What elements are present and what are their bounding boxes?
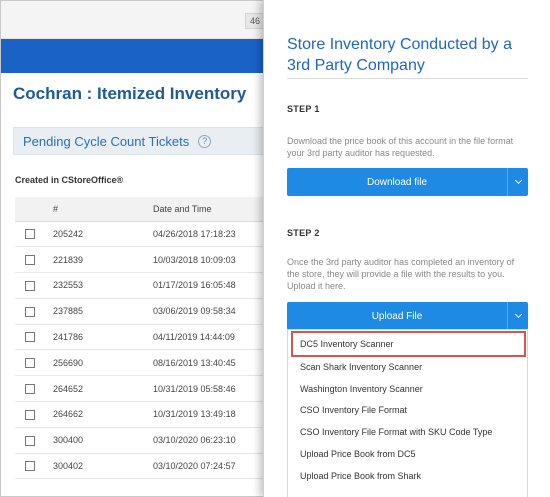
chevron-down-icon	[514, 310, 522, 319]
row-checkbox[interactable]	[25, 461, 35, 472]
ticket-datetime: 08/16/2019 13:40:45	[153, 349, 275, 377]
table-row[interactable]: 300402 03/10/2020 07:24:57	[15, 453, 275, 480]
ticket-datetime: 10/03/2018 10:09:03	[153, 246, 275, 274]
question-circle-icon[interactable]: ?	[198, 134, 212, 148]
ticket-number: 237885	[53, 298, 153, 325]
row-checkbox[interactable]	[25, 229, 35, 240]
ticket-datetime: 01/17/2019 16:05:48	[153, 272, 275, 299]
table-row[interactable]: 237885 03/06/2019 09:58:34	[15, 298, 275, 325]
menu-item-price-book-dc5[interactable]: Upload Price Book from DC5	[300, 449, 416, 460]
ticket-datetime: 04/26/2018 17:18:23	[153, 221, 275, 248]
created-in-label: Created in CStoreOffice®	[15, 175, 124, 185]
step2-label: STEP 2	[287, 228, 320, 238]
menu-item-washington[interactable]: Washington Inventory Scanner	[300, 383, 423, 394]
chevron-down-icon	[514, 176, 522, 185]
upload-format-menu: DC5 Inventory Scanner Scan Shark Invento…	[287, 329, 528, 497]
upload-format-toggle[interactable]	[507, 302, 528, 330]
pending-cycle-count-tab[interactable]: Pending Cycle Count Tickets ?	[13, 127, 283, 155]
step1-description: Download the price book of this account …	[287, 136, 514, 158]
table-row[interactable]: 300400 03/10/2020 06:23:10	[15, 427, 275, 454]
ticket-datetime: 03/10/2020 07:24:57	[153, 453, 275, 480]
ticket-number: 221839	[53, 246, 153, 274]
row-checkbox[interactable]	[25, 358, 35, 369]
row-checkbox[interactable]	[25, 306, 35, 317]
ticket-datetime: 03/06/2019 09:58:34	[153, 298, 275, 325]
ticket-datetime: 10/31/2019 13:49:18	[153, 401, 275, 428]
ticket-number: 300400	[53, 427, 153, 454]
ticket-number: 256690	[53, 349, 153, 377]
row-checkbox[interactable]	[25, 280, 35, 291]
download-file-split-button: Download file	[287, 168, 528, 196]
third-party-inventory-panel: Store Inventory Conducted by a 3rd Party…	[263, 0, 550, 497]
panel-title: Store Inventory Conducted by a 3rd Party…	[287, 36, 513, 74]
ticket-number: 241786	[53, 324, 153, 351]
table-row[interactable]: 232553 01/17/2019 16:05:48	[15, 272, 275, 299]
table-header-row: # Date and Time	[15, 197, 275, 222]
download-file-button[interactable]: Download file	[366, 176, 428, 188]
table-row[interactable]: 256690 08/16/2019 13:40:45	[15, 349, 275, 377]
ticket-number: 232553	[53, 272, 153, 299]
ticket-number: 264652	[53, 375, 153, 403]
row-checkbox[interactable]	[25, 332, 35, 343]
tickets-table: # Date and Time 205242 04/26/2018 17:18:…	[15, 197, 275, 480]
menu-item-cso-format[interactable]: CSO Inventory File Format	[300, 405, 408, 416]
ticket-number: 300402	[53, 453, 153, 480]
header-datetime: Date and Time	[153, 197, 275, 222]
page-title: Cochran : Itemized Inventory	[13, 84, 247, 103]
header-number: #	[53, 197, 153, 222]
table-row[interactable]: 264652 10/31/2019 05:58:46	[15, 375, 275, 403]
ticket-number: 205242	[53, 221, 153, 248]
step2-description: Once the 3rd party auditor has completed…	[287, 257, 515, 291]
menu-item-price-book-shark[interactable]: Upload Price Book from Shark	[300, 470, 422, 481]
row-checkbox[interactable]	[25, 255, 35, 265]
download-format-toggle[interactable]	[507, 168, 528, 196]
table-row[interactable]: 221839 10/03/2018 10:09:03	[15, 246, 275, 274]
upload-file-button[interactable]: Upload File	[371, 310, 423, 322]
menu-item-cso-format-sku[interactable]: CSO Inventory File Format with SKU Code …	[300, 427, 493, 438]
ticket-datetime: 03/10/2020 06:23:10	[153, 427, 275, 454]
header-select	[15, 197, 53, 222]
table-row[interactable]: 241786 04/11/2019 14:44:09	[15, 324, 275, 351]
upload-file-split-button: Upload File	[287, 302, 528, 330]
table-row[interactable]: 264662 10/31/2019 13:49:18	[15, 401, 275, 428]
title-divider	[287, 78, 528, 79]
pending-label: Pending Cycle Count Tickets	[23, 133, 190, 149]
ticket-number: 264662	[53, 401, 153, 428]
row-checkbox[interactable]	[25, 435, 35, 446]
row-checkbox[interactable]	[25, 383, 35, 394]
ticket-datetime: 04/11/2019 14:44:09	[153, 324, 275, 351]
row-checkbox[interactable]	[25, 409, 35, 420]
step1-label: STEP 1	[287, 104, 320, 114]
table-row[interactable]: 205242 04/26/2018 17:18:23	[15, 221, 275, 248]
menu-item-scan-shark[interactable]: Scan Shark Inventory Scanner	[300, 361, 423, 372]
menu-item-dc5-inventory-scanner[interactable]: DC5 Inventory Scanner	[291, 331, 526, 357]
ticket-datetime: 10/31/2019 05:58:46	[153, 375, 275, 403]
